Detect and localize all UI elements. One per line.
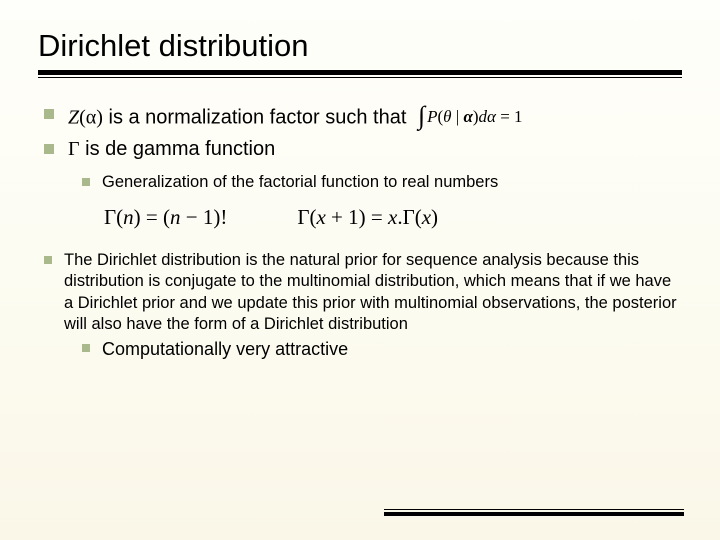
bullet-square-icon [82,344,90,352]
bullet-item: The Dirichlet distribution is the natura… [44,250,682,336]
bullet-square-icon [44,109,54,119]
bullet-square-icon [44,144,54,154]
formula-right: Γ(x + 1) = x.Γ(x) [297,205,438,230]
formula-row: Γ(n) = (n − 1)! Γ(x + 1) = x.Γ(x) [44,205,682,230]
sub-bullet-item: Generalization of the factorial function… [44,172,682,193]
bullet-item: Z(α) is a normalization factor such that… [44,102,682,135]
integral-formula: ∫ P(θ | α)dα = 1 [418,100,523,133]
bullet-text: Γ is de gamma function [68,137,682,162]
sub-bullet-text: Generalization of the factorial function… [102,172,682,193]
bullet-square-icon [82,178,90,186]
footer-underline [384,508,684,516]
sub-bullet-text: Computationally very attractive [102,338,682,361]
bullet-text: Z(α) is a normalization factor such that… [68,102,682,135]
title-underline [38,70,682,80]
bullet-text: The Dirichlet distribution is the natura… [64,250,682,336]
bullet-item: Γ is de gamma function [44,137,682,162]
sub-bullet-item: Computationally very attractive [44,338,682,361]
slide-content: Z(α) is a normalization factor such that… [38,102,682,360]
bullet-square-icon [44,256,52,264]
slide: Dirichlet distribution Z(α) is a normali… [0,0,720,540]
formula-left: Γ(n) = (n − 1)! [104,205,227,230]
slide-title: Dirichlet distribution [38,28,682,64]
